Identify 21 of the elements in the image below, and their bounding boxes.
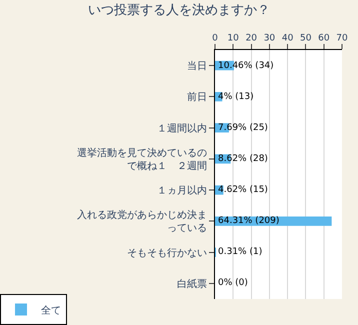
x-tick-label: 50 xyxy=(300,33,312,44)
data-label: 0% (0) xyxy=(218,278,248,288)
y-tick-label: 前日 xyxy=(187,91,207,104)
x-tick-label: 0 xyxy=(212,33,218,44)
data-label: 64.31% (209) xyxy=(218,216,280,226)
x-tick-label: 40 xyxy=(282,33,294,44)
x-tick-label: 10 xyxy=(227,33,240,44)
x-tick-label: 20 xyxy=(246,33,258,44)
y-tick-label: 入れる政党があらかじめ決まっている xyxy=(77,209,207,234)
x-tick-label: 30 xyxy=(264,33,276,44)
data-label: 0.31% (1) xyxy=(218,247,262,257)
y-tick-label: そもそも行かない xyxy=(127,248,207,259)
x-tick-label: 70 xyxy=(336,33,348,44)
chart-title: いつ投票する人を決めますか？ xyxy=(88,2,270,18)
y-tick-label: １週間以内 xyxy=(157,122,207,134)
y-tick-label: 当日 xyxy=(187,60,207,72)
x-tick-label: 60 xyxy=(318,33,330,44)
legend-label: 全て xyxy=(41,304,61,316)
y-tick-label: 選挙活動を見て決めているので概ね１ ２週間 xyxy=(77,146,207,172)
y-tick-label: 白紙票 xyxy=(177,278,207,290)
y-tick-label: １ヵ月以内 xyxy=(157,184,207,197)
